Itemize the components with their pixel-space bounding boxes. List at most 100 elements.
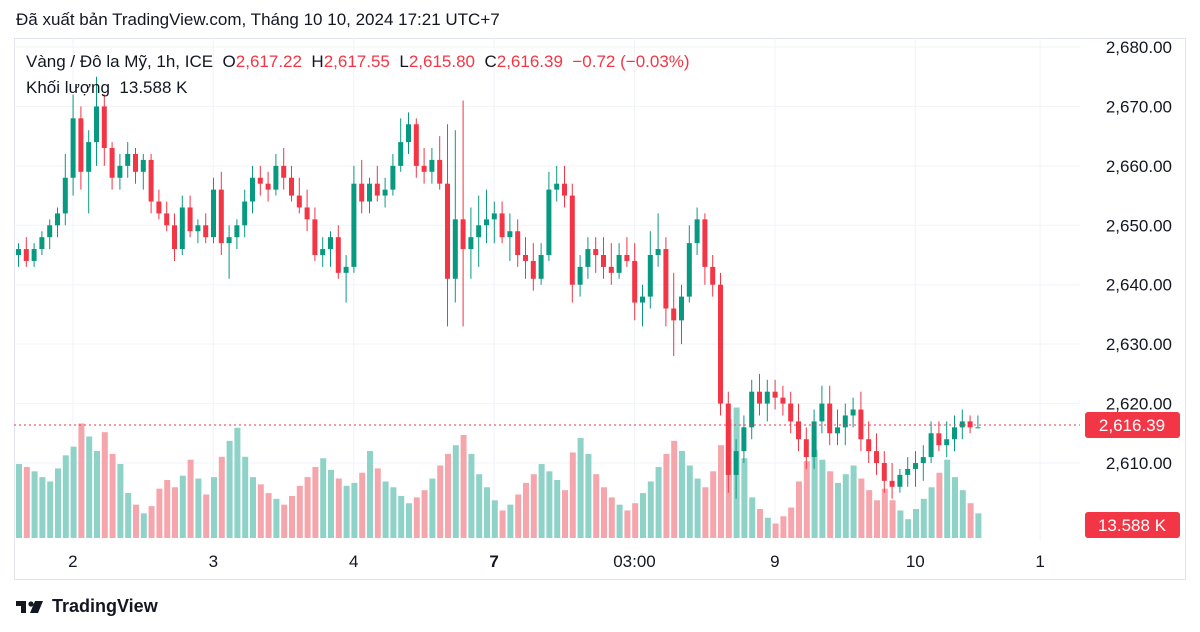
candle-body [281, 165, 287, 178]
volume-bar [952, 477, 958, 538]
tradingview-logo[interactable]: TradingView [16, 596, 158, 617]
candle-body [31, 249, 37, 261]
candle-body [39, 237, 45, 250]
volume-bar [686, 465, 693, 538]
candle-body [850, 409, 856, 416]
volume-bar [554, 480, 561, 538]
volume-bar [897, 510, 904, 538]
candle-body [390, 165, 396, 190]
volume-bar [577, 437, 584, 538]
volume-bar [959, 490, 966, 538]
volume-bar [304, 477, 311, 538]
volume-bar [429, 478, 436, 538]
candle-body [585, 249, 591, 267]
candle-body [413, 124, 419, 166]
candle-body [757, 391, 762, 404]
volume-bar [390, 487, 397, 538]
volume-bar [655, 466, 662, 538]
volume-bar [351, 482, 358, 538]
candle-body [265, 183, 271, 190]
candle-body [889, 480, 895, 487]
candle-body [881, 463, 887, 481]
candle-body [671, 308, 677, 321]
candle-body [117, 165, 123, 178]
candle-body [967, 421, 973, 428]
candle-body [312, 219, 318, 256]
candle-body [780, 397, 786, 404]
volume-bar [515, 494, 522, 538]
last-price-badge [1085, 412, 1180, 439]
candle-body [62, 177, 68, 214]
candle-body [172, 225, 177, 250]
volume-bar [866, 490, 873, 538]
candle-body [608, 266, 614, 273]
open-value: 2,617.22 [235, 52, 302, 71]
volume-bar [413, 497, 420, 538]
volume-bar [850, 465, 857, 538]
volume-bar [398, 495, 405, 538]
volume-bar [796, 481, 802, 538]
volume-bar [452, 445, 459, 538]
volume-bar [601, 487, 607, 538]
price-tick-label: 2,610.00 [1106, 454, 1172, 473]
price-tick-label: 2,680.00 [1106, 38, 1172, 57]
candle-body [195, 225, 201, 232]
volume-bar [23, 466, 30, 538]
candle-body [351, 183, 357, 267]
volume-bar [920, 498, 927, 538]
volume-bar [70, 446, 77, 538]
candle-body [203, 225, 209, 238]
candle-body [749, 391, 755, 428]
volume-bar [148, 506, 155, 538]
volume-bar [335, 478, 342, 538]
candle-body [429, 159, 435, 172]
last-volume-badge [1085, 512, 1180, 538]
price-tick-label: 2,630.00 [1106, 335, 1172, 354]
candle-body [289, 177, 294, 196]
volume-bar [47, 481, 54, 538]
volume-bar [367, 451, 373, 538]
volume-bar [281, 504, 288, 538]
high-value: 2,617.55 [323, 52, 390, 71]
candle-body [226, 237, 232, 244]
candle-body [593, 249, 599, 256]
candle-body [569, 195, 575, 285]
candle-body [601, 255, 606, 267]
volume-bar [320, 458, 327, 538]
volume-bar [710, 471, 717, 538]
volume-bar [811, 449, 818, 538]
candle-body [468, 237, 474, 250]
candle-body [421, 165, 427, 172]
volume-bar [694, 478, 701, 538]
volume-bar [741, 458, 748, 538]
candle-body [624, 255, 630, 261]
candle-body [452, 219, 458, 279]
candle-body [647, 255, 653, 297]
candle-body [491, 213, 497, 220]
candle-body [374, 183, 380, 196]
candle-body [764, 391, 770, 404]
candle-body [125, 153, 131, 166]
price-axis: 2,680.00 2,670.00 2,660.00 2,650.00 2,640.00… [1085, 38, 1180, 538]
volume-bar [382, 481, 389, 538]
brand-name: TradingView [52, 596, 158, 616]
volume-bar [546, 471, 553, 538]
volume-bar [523, 482, 529, 538]
time-tick-label: 7 [489, 552, 498, 571]
time-tick-label: 2 [68, 552, 77, 571]
candle-body [109, 148, 115, 178]
volume-bar [16, 464, 22, 538]
ohlc-legend: Vàng / Đô la Mỹ, 1h, ICE O2,617.22 H2,61… [26, 52, 690, 72]
candle-body [562, 183, 567, 196]
volume-bar [296, 485, 303, 538]
volume-bar [359, 472, 366, 538]
volume-bar [671, 440, 678, 538]
candle-body [710, 266, 716, 285]
volume-bar [406, 503, 412, 538]
candle-body [733, 451, 739, 475]
change-value: −0.72 (−0.03%) [572, 52, 690, 71]
volume-bar [421, 490, 428, 538]
candle-body [905, 468, 911, 475]
candle-body [304, 207, 310, 220]
